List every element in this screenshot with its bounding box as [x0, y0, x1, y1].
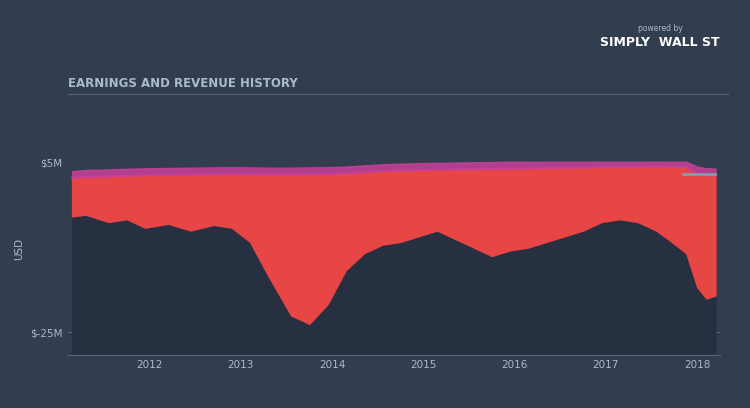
Legend: Revenue, Earninas: Revenue, Earninas [240, 407, 391, 408]
Y-axis label: USD: USD [14, 238, 25, 260]
Text: powered by: powered by [638, 24, 682, 33]
Text: EARNINGS AND REVENUE HISTORY: EARNINGS AND REVENUE HISTORY [68, 77, 297, 90]
Text: SIMPLY  WALL ST: SIMPLY WALL ST [600, 36, 720, 49]
